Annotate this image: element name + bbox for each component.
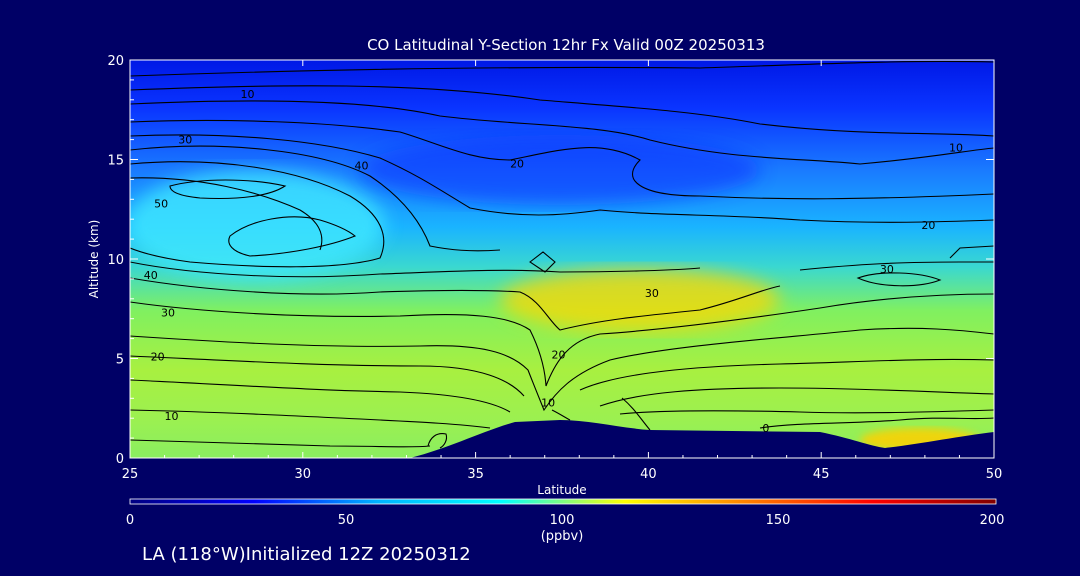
y-tick-label: 10: [107, 253, 124, 268]
x-tick-label: 50: [986, 467, 1003, 482]
x-tick-label: 40: [640, 467, 657, 482]
contour-label: 20: [921, 219, 935, 232]
contour-lines: [130, 60, 994, 449]
contour-line: [130, 261, 701, 278]
contour-label: 10: [164, 410, 178, 423]
contour-line: [130, 145, 501, 252]
contour-line: [130, 327, 994, 412]
contour-line: [621, 397, 651, 431]
contour-label: 20: [510, 157, 524, 170]
y-tick-label: 20: [107, 54, 124, 69]
contour-line: [529, 251, 556, 273]
contour-label: 30: [161, 307, 175, 320]
colorbar-tick-label: 100: [550, 513, 575, 528]
co-high-upper-blob: [130, 170, 385, 280]
co-high-mid-blob: [500, 268, 780, 332]
contour-line: [130, 177, 323, 251]
x-tick-label: 45: [813, 467, 830, 482]
contour-label: 30: [880, 263, 894, 276]
colorbar-unit: (ppbv): [541, 529, 584, 544]
colorbar-tick-label: 50: [338, 513, 355, 528]
contour-label: 30: [178, 134, 192, 147]
contour-line: [599, 387, 994, 407]
contour-label: 0: [762, 422, 769, 435]
x-tick-label: 30: [295, 467, 312, 482]
contour-line: [427, 433, 448, 449]
colorbar-tick-label: 200: [980, 513, 1005, 528]
contour-line: [759, 417, 994, 429]
y-tick-label: 5: [116, 353, 124, 368]
contour-label: 20: [151, 351, 165, 364]
chart-title: CO Latitudinal Y-Section 12hr Fx Valid 0…: [367, 36, 765, 54]
y-tick-label: 0: [116, 452, 124, 467]
colorbar-tick-label: 150: [766, 513, 791, 528]
contour-line: [799, 261, 994, 271]
contour-label: 50: [154, 197, 168, 210]
contour-line: [619, 409, 994, 415]
contour-line: [130, 293, 994, 387]
colorbar-tick-label: 0: [126, 513, 134, 528]
contour-line: [130, 409, 491, 429]
contour-line: [551, 409, 571, 421]
x-tick-label: 25: [122, 467, 139, 482]
contour-line: [130, 439, 431, 448]
colorbar: [129, 498, 997, 505]
y-axis-ticks: 0 5 10 15 20: [107, 54, 994, 467]
contour-line: [130, 100, 994, 165]
x-tick-label: 35: [467, 467, 484, 482]
terrain: [410, 420, 994, 458]
x-axis-ticks: 25 30 35 40 45 50: [122, 60, 1003, 482]
contour-line: [169, 179, 287, 200]
contour-label: 20: [552, 349, 566, 362]
co-field: 10 30 40 50 20 10 20 30 30 40 30 20 20 10 10 0: [130, 60, 994, 458]
contour-label: 30: [645, 287, 659, 300]
contour-line: [130, 119, 994, 200]
contour-line: [130, 60, 994, 77]
contour-line: [579, 358, 994, 391]
contour-labels: 10 30 40 50 20 10 20 30 30 40 30 20 20 10 10 0: [144, 88, 963, 435]
colorbar-ticks: 0 50 100 150 200: [126, 513, 1005, 528]
contour-label: 10: [541, 396, 555, 409]
contour-line: [130, 161, 385, 268]
contour-line: [130, 355, 525, 397]
contour-label: 10: [949, 142, 963, 155]
footer-text: LA (118°W)Initialized 12Z 20250312: [142, 544, 471, 565]
contour-label: 40: [144, 269, 158, 282]
y-tick-label: 15: [107, 154, 124, 169]
contour-line: [228, 216, 357, 257]
contour-line: [130, 277, 781, 331]
contour-line: [949, 245, 994, 259]
x-axis-label: Latitude: [537, 483, 586, 497]
contour-line: [130, 85, 994, 137]
y-axis-label: Altitude (km): [87, 220, 101, 299]
contour-line: [856, 272, 942, 287]
contour-label: 10: [241, 88, 255, 101]
contour-line: [130, 379, 511, 413]
contour-line: [130, 134, 994, 223]
co-low-upper-blob: [360, 135, 760, 205]
contour-label: 40: [355, 159, 369, 172]
